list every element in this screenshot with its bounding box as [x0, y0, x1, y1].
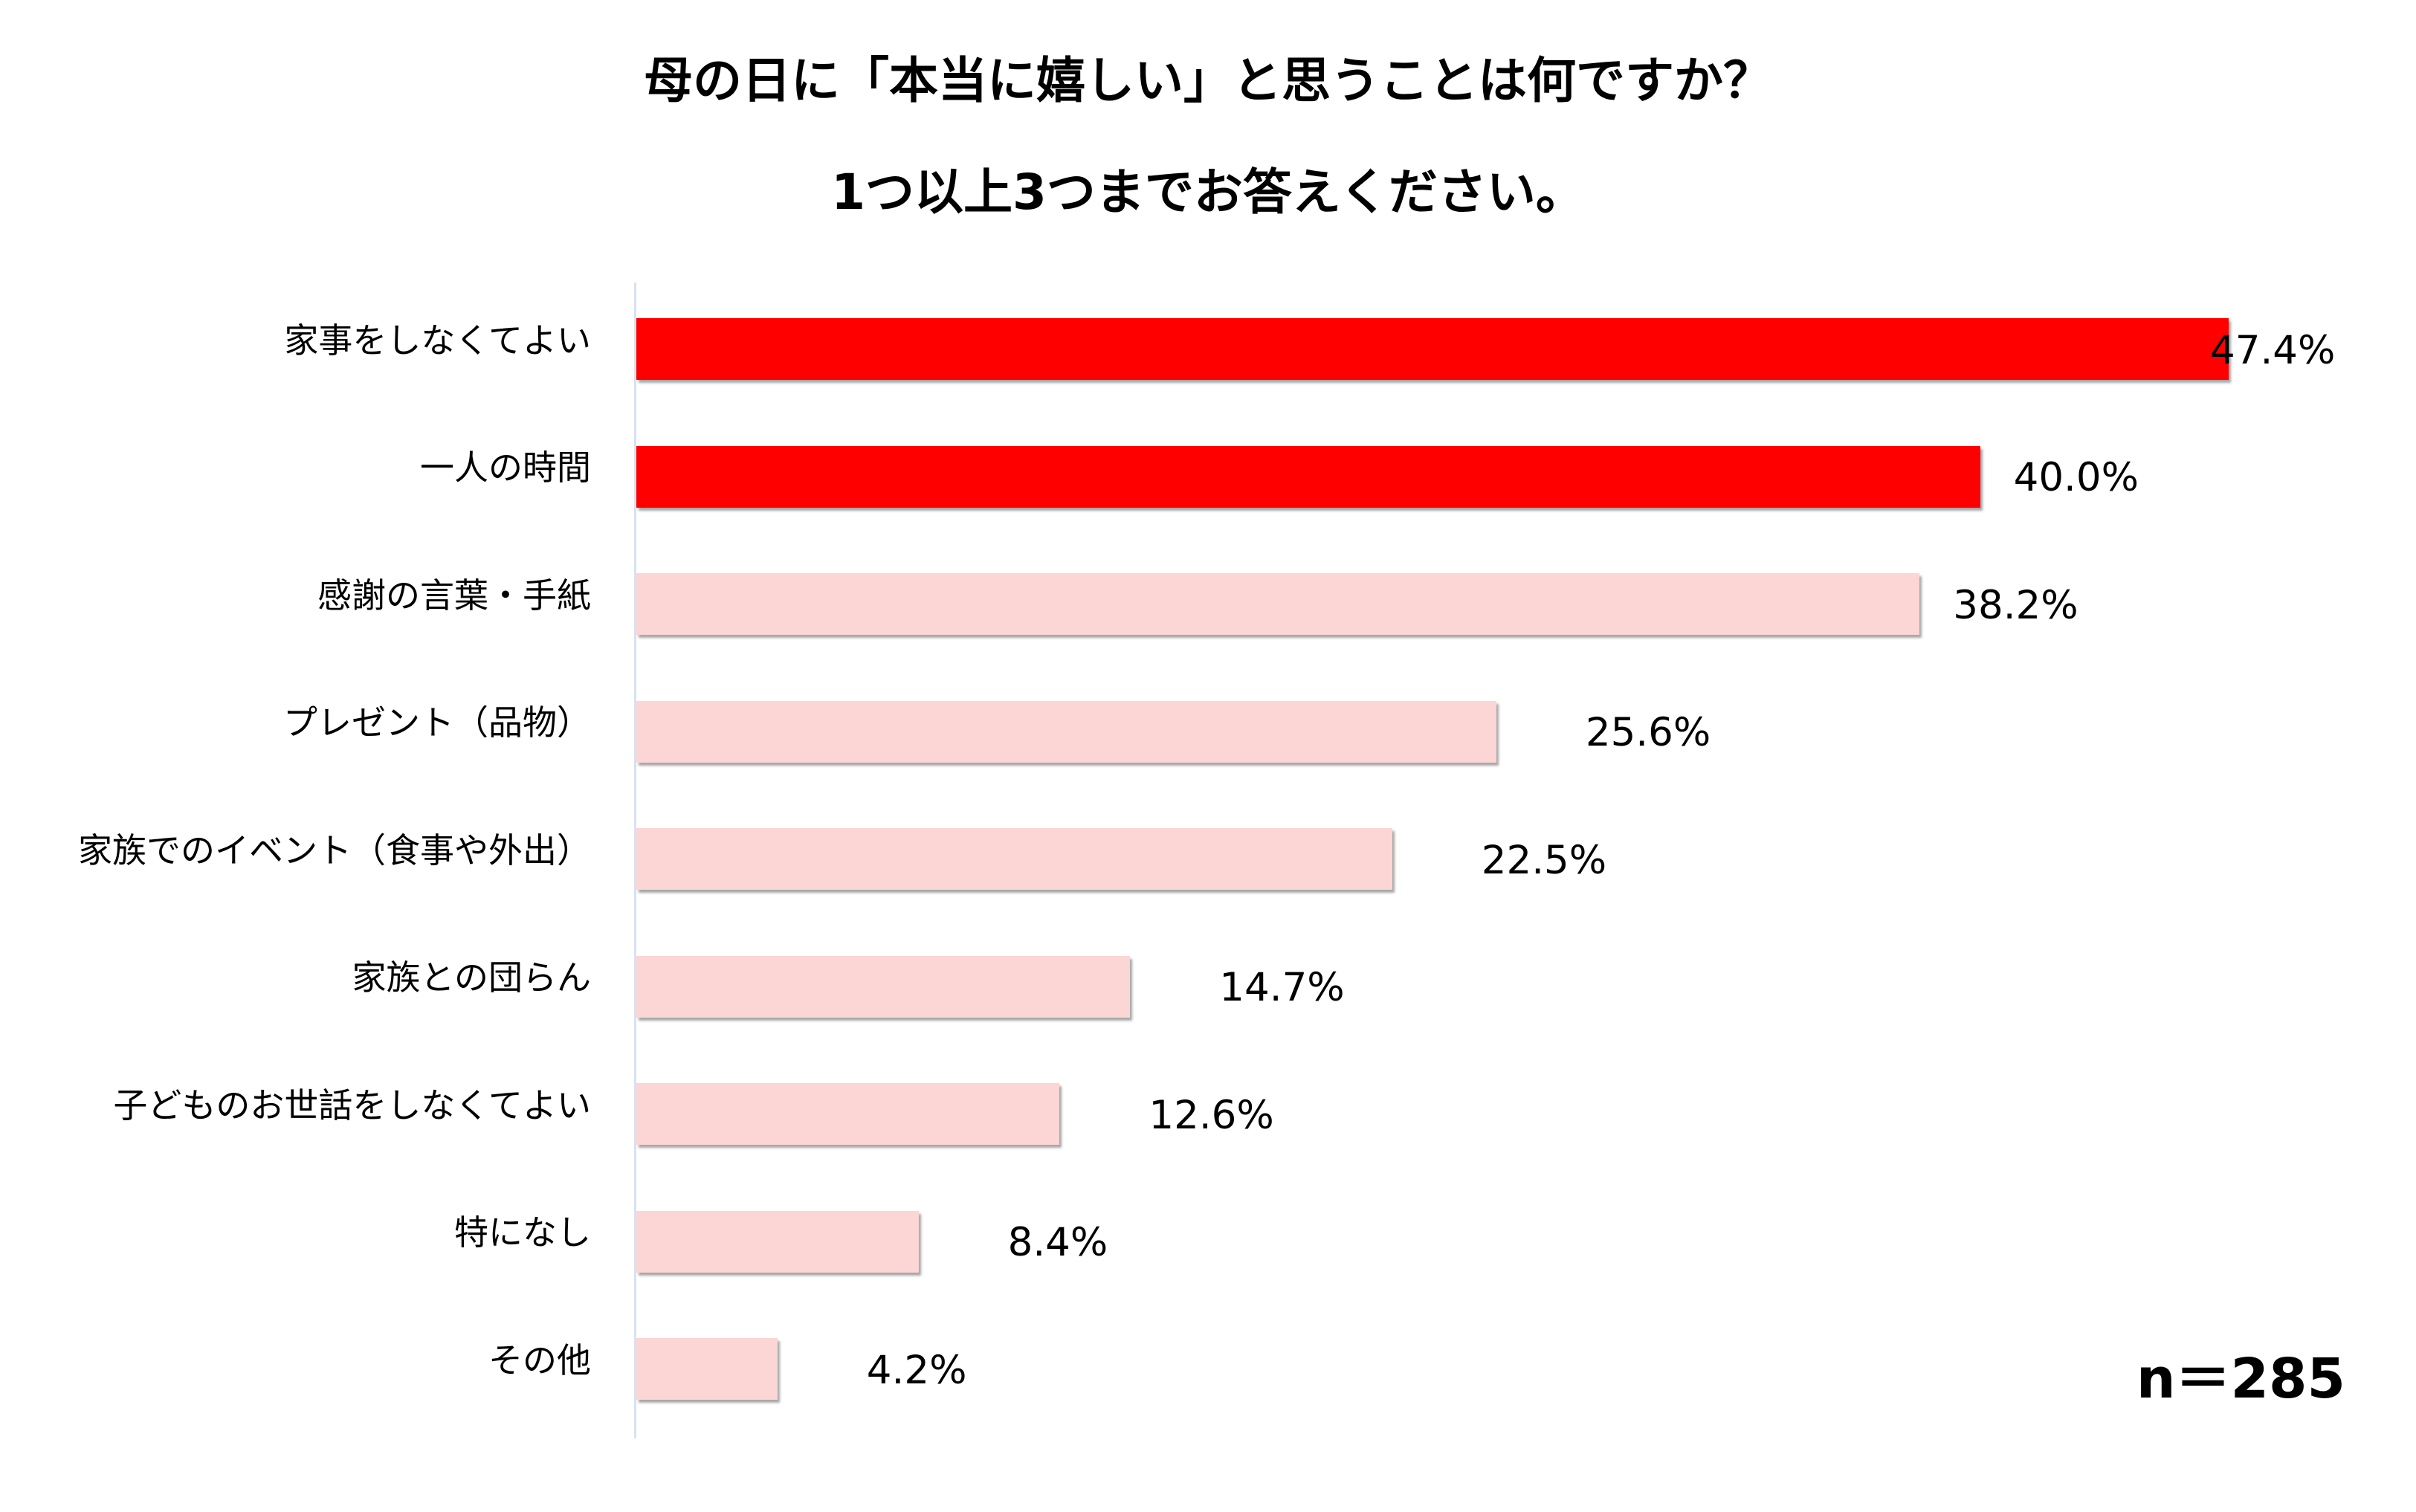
category-label: 家事をしなくてよい: [284, 320, 591, 361]
category-label: 家族との団らん: [352, 957, 591, 998]
category-label: 家族でのイベント（食事や外出）: [78, 830, 591, 870]
category-label: プレゼント（品物）: [283, 702, 591, 743]
value-label: 38.2%: [1953, 582, 2079, 628]
value-label: 40.0%: [2013, 455, 2139, 500]
bar: [636, 445, 1980, 508]
value-label: 47.4%: [2210, 327, 2336, 373]
value-label: 12.6%: [1149, 1092, 1274, 1138]
value-label: 25.6%: [1585, 710, 1711, 755]
category-label: 特になし: [454, 1212, 591, 1253]
sample-size-note: n＝285: [2136, 1347, 2345, 1411]
category-label: その他: [488, 1340, 591, 1380]
bar: [636, 1083, 1060, 1145]
value-label: 22.5%: [1481, 837, 1607, 883]
chart-title: 母の日に「本当に嬉しい」と思うことは何ですか？: [644, 52, 1772, 109]
bar: [636, 318, 2229, 380]
bar: [636, 828, 1392, 890]
bar: [636, 1338, 778, 1400]
category-label: 一人の時間: [420, 448, 591, 488]
chart-subtitle: 1つ以上3つまでお答えください。: [831, 164, 1585, 221]
value-label: 14.7%: [1219, 965, 1345, 1010]
bar: [636, 573, 1920, 635]
value-label: 8.4%: [1007, 1220, 1108, 1265]
category-axis-line: [634, 282, 636, 1438]
category-label: 子どものお世話をしなくてよい: [113, 1085, 591, 1125]
bar: [636, 1210, 919, 1273]
category-label: 感謝の言葉・手紙: [317, 575, 591, 616]
bar: [636, 955, 1131, 1018]
value-label: 4.2%: [866, 1347, 967, 1393]
bar: [636, 700, 1496, 763]
